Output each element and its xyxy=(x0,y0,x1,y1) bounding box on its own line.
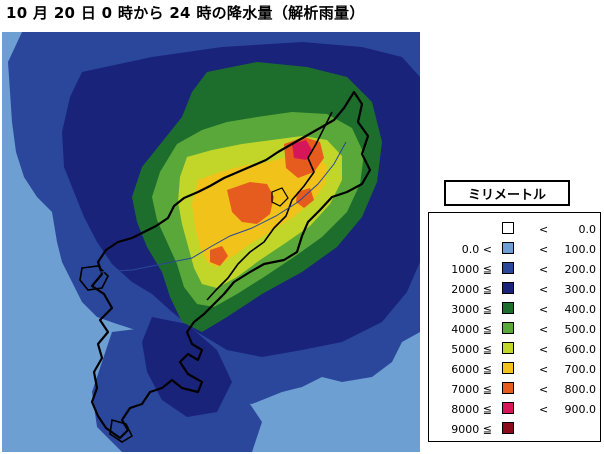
precip-zone-200-300-south xyxy=(142,317,232,417)
legend-low: 2000 ≦ xyxy=(451,283,492,296)
legend-lt: < xyxy=(539,343,549,356)
legend-low: 7000 ≦ xyxy=(451,383,492,396)
precip-zone-700-800-c xyxy=(210,246,228,266)
legend-low: 5000 ≦ xyxy=(451,343,492,356)
legend-swatch xyxy=(502,242,514,254)
legend-lt: < xyxy=(539,323,549,336)
legend-high: 500.0 xyxy=(564,323,597,336)
legend-lt: < xyxy=(539,223,549,236)
river-line xyxy=(99,141,347,273)
legend-row: 2000 ≦ < 300.0 xyxy=(429,279,600,299)
legend-high: 300.0 xyxy=(564,283,597,296)
legend-row: 7000 ≦ < 800.0 xyxy=(429,379,600,399)
legend-swatch xyxy=(502,342,514,354)
legend-high: 900.0 xyxy=(564,403,597,416)
legend-low: 4000 ≦ xyxy=(451,323,492,336)
legend-low: 1000 ≦ xyxy=(451,263,492,276)
legend-lt: < xyxy=(539,283,549,296)
legend-low: 6000 ≦ xyxy=(451,363,492,376)
island-boundary-2 xyxy=(109,418,134,443)
legend-swatch xyxy=(502,422,514,434)
legend-title: ミリメートル xyxy=(444,180,570,206)
map-title: 10 月 20 日 0 時から 24 時の降水量（解析雨量） xyxy=(6,4,365,22)
legend-swatch xyxy=(502,302,514,314)
legend-low: 9000 ≦ xyxy=(451,423,492,436)
legend-swatch xyxy=(502,322,514,334)
legend-lt: < xyxy=(539,263,549,276)
legend-row: < 0.0 xyxy=(429,219,600,239)
precip-zone-800-900 xyxy=(292,140,312,160)
legend-high: 400.0 xyxy=(564,303,597,316)
legend-row: 0.0 < < 100.0 xyxy=(429,239,600,259)
precipitation-map xyxy=(2,32,420,452)
legend-low: 3000 ≦ xyxy=(451,303,492,316)
lake-outline xyxy=(271,187,289,207)
legend-high: 600.0 xyxy=(564,343,597,356)
island-boundary xyxy=(79,265,109,291)
legend-swatch xyxy=(502,382,514,394)
legend-high: 800.0 xyxy=(564,383,597,396)
legend: < 0.0 0.0 < < 100.0 1000 ≦ < 200.0 2000 … xyxy=(428,212,601,442)
legend-low: 0.0 < xyxy=(461,243,492,256)
legend-row: 8000 ≦ < 900.0 xyxy=(429,399,600,419)
legend-lt: < xyxy=(539,303,549,316)
precip-zone-700-800 xyxy=(227,182,274,224)
legend-row: 6000 ≦ < 700.0 xyxy=(429,359,600,379)
legend-lt: < xyxy=(539,403,549,416)
precip-zone-700-800-d xyxy=(296,188,314,208)
legend-high: 100.0 xyxy=(564,243,597,256)
legend-swatch xyxy=(502,222,514,234)
legend-lt: < xyxy=(539,243,549,256)
legend-lt: < xyxy=(539,383,549,396)
legend-row: 3000 ≦ < 400.0 xyxy=(429,299,600,319)
legend-row: 4000 ≦ < 500.0 xyxy=(429,319,600,339)
legend-swatch xyxy=(502,362,514,374)
inner-boundary xyxy=(206,111,333,301)
legend-row: 5000 ≦ < 600.0 xyxy=(429,339,600,359)
legend-swatch xyxy=(502,282,514,294)
legend-lt: < xyxy=(539,363,549,376)
coastline-boundary xyxy=(90,90,372,440)
legend-row: 9000 ≦ xyxy=(429,419,600,439)
legend-swatch xyxy=(502,402,514,414)
legend-low: 8000 ≦ xyxy=(451,403,492,416)
legend-row: 1000 ≦ < 200.0 xyxy=(429,259,600,279)
legend-high: 0.0 xyxy=(578,223,597,236)
legend-high: 200.0 xyxy=(564,263,597,276)
legend-swatch xyxy=(502,262,514,274)
legend-high: 700.0 xyxy=(564,363,597,376)
